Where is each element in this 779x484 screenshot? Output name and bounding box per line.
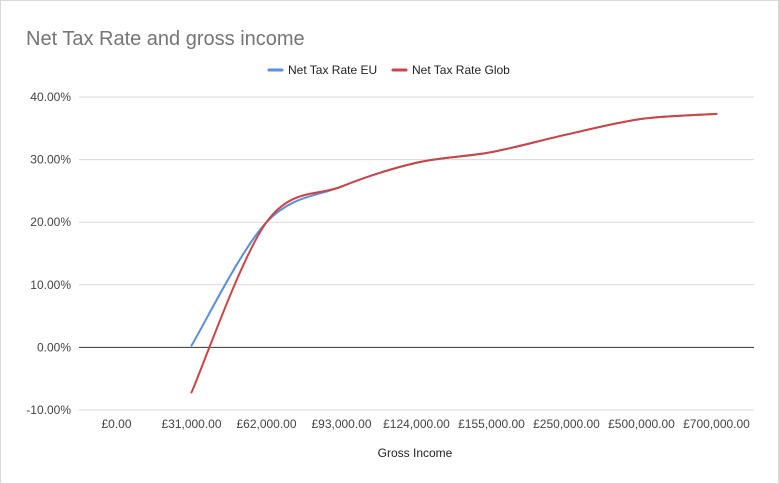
gridlines xyxy=(79,96,754,411)
y-axis-ticks: -10.00% 0.00% 10.00% 20.00% 30.00% 40.00% xyxy=(26,90,71,417)
legend: Net Tax Rate EU Net Tax Rate Glob xyxy=(267,63,510,77)
x-tick-label: £124,000.00 xyxy=(383,417,450,431)
x-tick-label: £0.00 xyxy=(101,417,131,431)
x-tick-label: £500,000.00 xyxy=(608,417,675,431)
series-lines xyxy=(190,112,718,394)
x-tick-label: £700,000.00 xyxy=(683,417,750,431)
y-tick-label: 40.00% xyxy=(30,90,71,104)
x-tick-label: £250,000.00 xyxy=(533,417,600,431)
x-tick-label: £31,000.00 xyxy=(161,417,221,431)
legend-label: Net Tax Rate Glob xyxy=(412,63,510,77)
chart-title: Net Tax Rate and gross income xyxy=(26,28,305,50)
x-tick-label: £155,000.00 xyxy=(458,417,525,431)
y-tick-label: 30.00% xyxy=(30,153,71,167)
x-axis-ticks: £0.00 £31,000.00 £62,000.00 £93,000.00 £124,… xyxy=(101,417,750,431)
x-tick-label: £62,000.00 xyxy=(236,417,296,431)
y-tick-label: 0.00% xyxy=(37,340,71,354)
x-tick-label: £93,000.00 xyxy=(311,417,371,431)
x-axis-title: Gross Income xyxy=(378,446,453,460)
series-line-glob xyxy=(190,112,718,394)
y-tick-label: 10.00% xyxy=(30,278,71,292)
legend-label: Net Tax Rate EU xyxy=(288,63,377,77)
y-tick-label: -10.00% xyxy=(26,403,71,417)
series-line-eu xyxy=(190,112,718,347)
y-tick-label: 20.00% xyxy=(30,215,71,229)
